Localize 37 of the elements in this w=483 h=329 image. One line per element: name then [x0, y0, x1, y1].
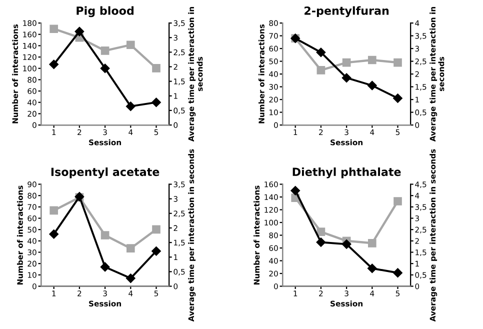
point — [393, 268, 402, 278]
point — [342, 240, 352, 249]
point — [100, 262, 110, 272]
chart-title: Isopentyl acetate — [51, 167, 160, 178]
point — [393, 94, 402, 103]
point — [316, 48, 326, 57]
point — [50, 24, 58, 34]
point — [342, 58, 351, 67]
chart-title: 2-pentylfuran — [304, 6, 389, 18]
point — [290, 186, 300, 196]
point — [126, 274, 136, 283]
point — [74, 26, 84, 36]
point — [368, 80, 377, 90]
point — [368, 56, 376, 64]
point — [126, 102, 136, 111]
point — [368, 239, 376, 248]
point — [316, 66, 326, 74]
point — [49, 60, 58, 70]
point — [152, 246, 161, 256]
chart-title: Diethyl phthalate — [292, 167, 401, 178]
point — [49, 229, 58, 239]
point — [126, 40, 135, 50]
point — [100, 64, 110, 73]
point — [126, 244, 135, 253]
point — [368, 264, 377, 274]
point — [100, 46, 110, 55]
point — [394, 58, 402, 67]
point — [100, 231, 110, 240]
point — [152, 64, 160, 72]
point — [152, 225, 160, 234]
point — [316, 228, 326, 236]
point — [152, 98, 161, 107]
point — [316, 238, 326, 247]
point — [342, 73, 352, 82]
point — [50, 206, 58, 215]
chart-title: Pig blood — [76, 6, 134, 18]
point — [394, 197, 402, 206]
